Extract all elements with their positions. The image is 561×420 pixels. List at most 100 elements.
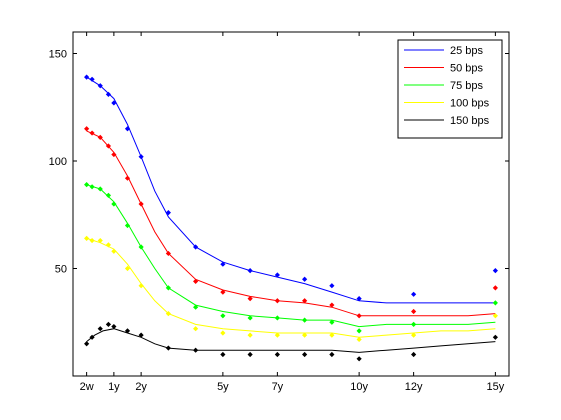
data-point-25-bps [220,261,226,267]
data-point-50-bps [89,130,95,136]
data-point-150-bps [124,328,131,334]
data-point-150-bps [492,334,498,340]
data-point-100-bps [411,332,417,338]
y-tick-labels: 50 100 150 [49,49,67,276]
data-point-100-bps [89,237,95,244]
data-point-150-bps [111,323,117,330]
x-tick-label: 7y [272,381,284,393]
data-point-25-bps [356,296,362,302]
data-point-100-bps [111,248,117,254]
data-point-150-bps [89,334,95,340]
data-point-75-bps [138,244,144,250]
data-point-75-bps [193,304,199,310]
data-point-25-bps [329,283,335,289]
data-point-150-bps [329,351,335,358]
data-point-150-bps [220,351,226,358]
data-point-150-bps [84,341,90,347]
data-point-50-bps [274,298,280,304]
data-point-100-bps [105,242,112,248]
data-point-25-bps [105,91,112,97]
series-line-150-bps [86,328,496,353]
data-point-75-bps [329,319,335,325]
data-point-75-bps [492,300,498,306]
data-point-100-bps [97,237,103,244]
data-point-150-bps [165,345,171,351]
data-point-100-bps [165,311,171,317]
data-point-100-bps [220,330,226,336]
data-point-75-bps [105,192,112,198]
data-point-75-bps [302,317,308,323]
axis-ticks [73,32,509,376]
data-point-150-bps [411,351,417,358]
data-point-50-bps [193,278,199,284]
data-point-75-bps [84,182,90,188]
data-point-50-bps [138,201,144,207]
y-tick-label: 150 [49,49,67,61]
data-point-50-bps [302,298,308,304]
data-point-75-bps [89,184,95,190]
x-tick-label: 1y [108,381,120,393]
data-point-50-bps [111,151,117,158]
data-point-100-bps [247,332,253,338]
data-point-50-bps [105,143,112,149]
legend-label-100-bps: 100 bps [450,98,490,110]
data-point-25-bps [84,74,90,80]
x-tick-label: 10y [350,381,368,393]
legend-box [397,39,503,139]
data-point-25-bps [89,76,95,82]
data-point-25-bps [111,100,117,106]
data-point-75-bps [356,328,362,334]
x-tick-label: 5y [217,381,229,393]
legend-label-25-bps: 25 bps [450,45,484,57]
data-point-50-bps [84,126,90,132]
data-point-25-bps [138,154,144,160]
data-point-100-bps [302,332,308,338]
data-point-75-bps [247,315,253,321]
data-point-25-bps [124,126,131,132]
legend-label-50-bps: 50 bps [450,63,484,75]
data-point-75-bps [111,201,117,207]
data-point-25-bps [492,268,498,274]
data-point-25-bps [411,291,417,297]
x-tick-label: 2y [135,381,147,393]
x-tick-label: 2w [80,381,94,393]
data-point-50-bps [97,134,103,140]
data-point-150-bps [138,332,144,338]
data-point-75-bps [411,321,417,327]
data-point-50-bps [329,302,335,308]
data-point-100-bps [124,265,131,272]
data-point-150-bps [105,321,112,327]
data-point-150-bps [356,356,362,362]
data-point-75-bps [220,313,226,319]
data-point-25-bps [274,272,280,278]
x-tick-labels: 2w 1y 2y 5y 7y 10y 12y 15y [80,381,505,393]
data-point-100-bps [329,332,335,338]
data-point-50-bps [411,308,417,315]
data-point-50-bps [356,313,362,319]
data-point-150-bps [247,351,253,358]
series-points [84,74,498,362]
data-point-25-bps [302,276,308,282]
data-point-25-bps [165,210,171,216]
y-tick-label: 100 [49,156,67,168]
data-point-75-bps [274,315,280,321]
data-point-100-bps [138,283,144,289]
data-point-100-bps [492,313,498,319]
data-point-150-bps [193,347,199,353]
data-point-150-bps [302,351,308,358]
data-point-100-bps [193,326,199,332]
data-point-100-bps [356,336,362,343]
data-point-75-bps [165,285,171,291]
data-point-50-bps [124,175,131,181]
data-point-25-bps [193,244,199,250]
data-point-50-bps [220,289,226,295]
x-tick-label: 15y [487,381,505,393]
data-point-150-bps [274,351,280,358]
data-point-75-bps [97,186,103,192]
y-tick-label: 50 [55,264,67,276]
data-point-150-bps [97,326,103,332]
data-point-100-bps [274,332,280,338]
data-point-50-bps [165,250,171,257]
data-point-100-bps [84,235,90,241]
